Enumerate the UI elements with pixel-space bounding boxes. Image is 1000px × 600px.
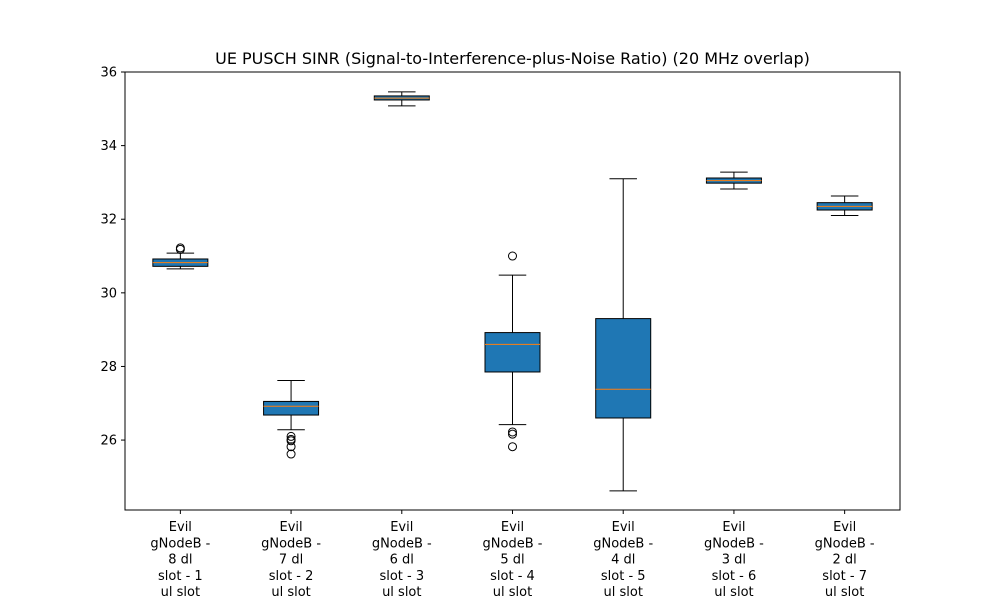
box-item (484, 251, 541, 452)
x-tick-label: gNodeB - (593, 536, 653, 551)
x-tick-label: Evil (612, 520, 635, 535)
box-body (484, 332, 541, 373)
x-tick-label: ul slot (271, 585, 310, 600)
y-tick-label: 28 (100, 360, 117, 375)
x-tick-label: gNodeB - (261, 536, 321, 551)
outlier-point (286, 449, 296, 459)
y-tick-label: 32 (100, 213, 117, 228)
x-tick-label: ul slot (714, 585, 753, 600)
x-tick-label: Evil (722, 520, 745, 535)
x-tick-label: 2 dl (833, 553, 857, 568)
x-tick-label: gNodeB - (372, 536, 432, 551)
outlier-point (508, 427, 517, 437)
x-tick-label: slot - 1 (158, 569, 203, 584)
x-tick-label: gNodeB - (150, 536, 210, 551)
x-tick-label: ul slot (825, 585, 864, 600)
x-tick-label: gNodeB - (704, 536, 764, 551)
box-item (705, 171, 762, 190)
box-item (152, 243, 209, 270)
outlier-point (175, 243, 185, 253)
x-tick-label: Evil (280, 520, 303, 535)
x-tick-label: 8 dl (168, 553, 192, 568)
x-tick-label: gNodeB - (815, 536, 875, 551)
box-item (816, 195, 873, 217)
outlier-point (508, 429, 517, 439)
outlier-point (508, 251, 517, 261)
y-tick-label: 26 (100, 434, 117, 449)
box-item (595, 178, 652, 492)
x-tick-label: 5 dl (500, 553, 524, 568)
box-item (263, 379, 320, 459)
y-tick-label: 36 (100, 66, 117, 81)
box-group (152, 91, 873, 492)
box-body (263, 400, 320, 416)
outlier-point (508, 442, 517, 452)
outlier-point (286, 431, 296, 441)
x-tick-label: slot - 2 (269, 569, 314, 584)
y-axis: 26 28 30 32 34 36 (100, 66, 125, 449)
x-tick-label: slot - 5 (601, 569, 646, 584)
box-body (595, 318, 652, 419)
x-tick-label: Evil (390, 520, 413, 535)
x-tick-label: 4 dl (611, 553, 635, 568)
y-tick-label: 34 (100, 139, 117, 154)
x-tick-label: ul slot (382, 585, 421, 600)
x-tick-label: Evil (833, 520, 856, 535)
x-tick-label: ul slot (161, 585, 200, 600)
x-tick-label: slot - 7 (822, 569, 867, 584)
x-tick-label: gNodeB - (483, 536, 543, 551)
x-tick-label: 6 dl (390, 553, 414, 568)
chart-title: UE PUSCH SINR (Signal-to-Interference-pl… (215, 49, 810, 68)
x-tick-label: slot - 6 (712, 569, 757, 584)
x-tick-label: slot - 4 (490, 569, 535, 584)
x-tick-label: 7 dl (279, 553, 303, 568)
outlier-point (286, 442, 296, 452)
plot-area-frame (124, 71, 901, 511)
outlier-point (286, 436, 296, 446)
x-tick-label: slot - 3 (379, 569, 424, 584)
x-tick-label: Evil (169, 520, 192, 535)
x-tick-label: ul slot (604, 585, 643, 600)
y-tick-label: 30 (100, 286, 117, 301)
x-tick-label: ul slot (493, 585, 532, 600)
x-tick-label: Evil (501, 520, 524, 535)
box-item (373, 91, 430, 107)
x-tick-label: 3 dl (722, 553, 746, 568)
